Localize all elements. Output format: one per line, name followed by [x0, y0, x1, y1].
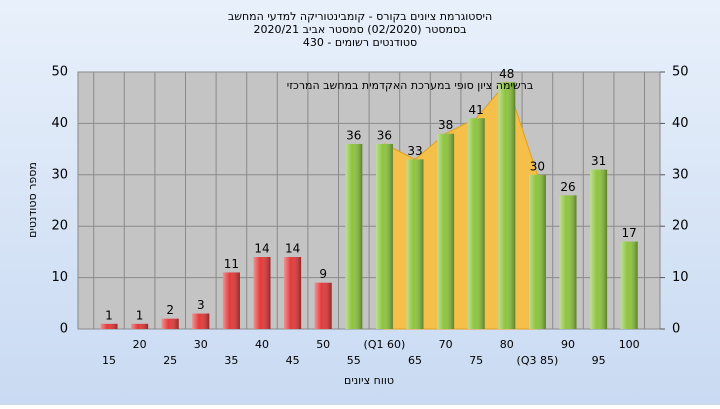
x-tick-label: 70	[439, 338, 453, 351]
x-tick-label: 40	[255, 338, 269, 351]
value-label: 9	[319, 267, 327, 281]
x-tick-label: 20	[133, 338, 147, 351]
bar-shade	[192, 313, 210, 329]
bar-shade	[253, 257, 271, 329]
y2-tick-label: 10	[672, 270, 689, 285]
y2-tick-label: 40	[672, 116, 689, 131]
value-label: 14	[285, 242, 300, 256]
bar-shade	[161, 318, 179, 329]
bar-shade	[590, 169, 608, 329]
y-tick-label: 20	[51, 219, 68, 234]
x-tick-label: 25	[163, 354, 177, 367]
y2-tick-label: 20	[672, 219, 689, 234]
value-label: 3	[197, 298, 205, 312]
value-label: 17	[622, 226, 637, 240]
y2-tick-label: 50	[672, 65, 689, 80]
bar-shade	[131, 323, 149, 329]
chart-title: היסטוגרמת ציונים בקורס - קומבינטוריקה למ…	[228, 10, 492, 23]
value-label: 11	[224, 257, 239, 271]
x-tick-label: 15	[102, 354, 116, 367]
x-tick-label: 45	[286, 354, 300, 367]
x-tick-label: 75	[469, 354, 483, 367]
x-tick-label: (Q1 60)	[364, 338, 406, 351]
bar-shade	[284, 257, 302, 329]
x-tick-label: 100	[619, 338, 640, 351]
x-tick-label: 95	[592, 354, 606, 367]
value-label: 38	[438, 118, 453, 132]
y-tick-label: 0	[60, 322, 68, 337]
x-tick-label: 80	[500, 338, 514, 351]
x-tick-label: 35	[224, 354, 238, 367]
bar-shade	[100, 323, 118, 329]
bar-shade	[406, 159, 424, 329]
value-label: 2	[166, 303, 174, 317]
value-label: 31	[591, 154, 606, 168]
bar-shade	[528, 174, 546, 329]
chart-title: סטודנטים רשומים - 430	[303, 36, 417, 49]
y2-tick-label: 30	[672, 167, 689, 182]
value-label: 36	[377, 128, 392, 142]
x-tick-label: 55	[347, 354, 361, 367]
y-tick-label: 50	[51, 65, 68, 80]
bar-shade	[559, 195, 577, 329]
y-tick-label: 40	[51, 116, 68, 131]
y-tick-label: 30	[51, 167, 68, 182]
value-label: 36	[346, 128, 361, 142]
x-tick-label: 50	[316, 338, 330, 351]
bar-shade	[498, 82, 516, 329]
value-label: 41	[469, 103, 484, 117]
x-tick-label: 65	[408, 354, 422, 367]
bar-shade	[375, 143, 393, 329]
bar-shade	[314, 282, 332, 329]
chart-title: בסמסטר (02/2020) סמסטר אביב 2020/21	[253, 23, 466, 36]
value-label: 33	[407, 144, 422, 158]
x-axis-label: טווח ציונים	[344, 374, 394, 387]
bar-shade	[620, 241, 638, 329]
y-tick-label: 10	[51, 270, 68, 285]
y-axis-label: מספר סטודנטים	[26, 162, 39, 238]
annotation: ברשימה ציון סופי במערכת האקדמית במחשב המ…	[287, 79, 534, 92]
x-tick-label: 90	[561, 338, 575, 351]
value-label: 26	[560, 180, 575, 194]
value-label: 30	[530, 159, 545, 173]
bar-shade	[222, 272, 240, 329]
value-label: 1	[105, 308, 113, 322]
bar-shade	[345, 143, 363, 329]
value-label: 1	[136, 308, 144, 322]
bar-shade	[467, 118, 485, 329]
value-label: 48	[499, 67, 514, 81]
value-label: 14	[254, 242, 269, 256]
bar-shade	[437, 133, 455, 329]
x-tick-label: (Q3 85)	[517, 354, 559, 367]
y2-tick-label: 0	[672, 322, 680, 337]
x-tick-label: 30	[194, 338, 208, 351]
